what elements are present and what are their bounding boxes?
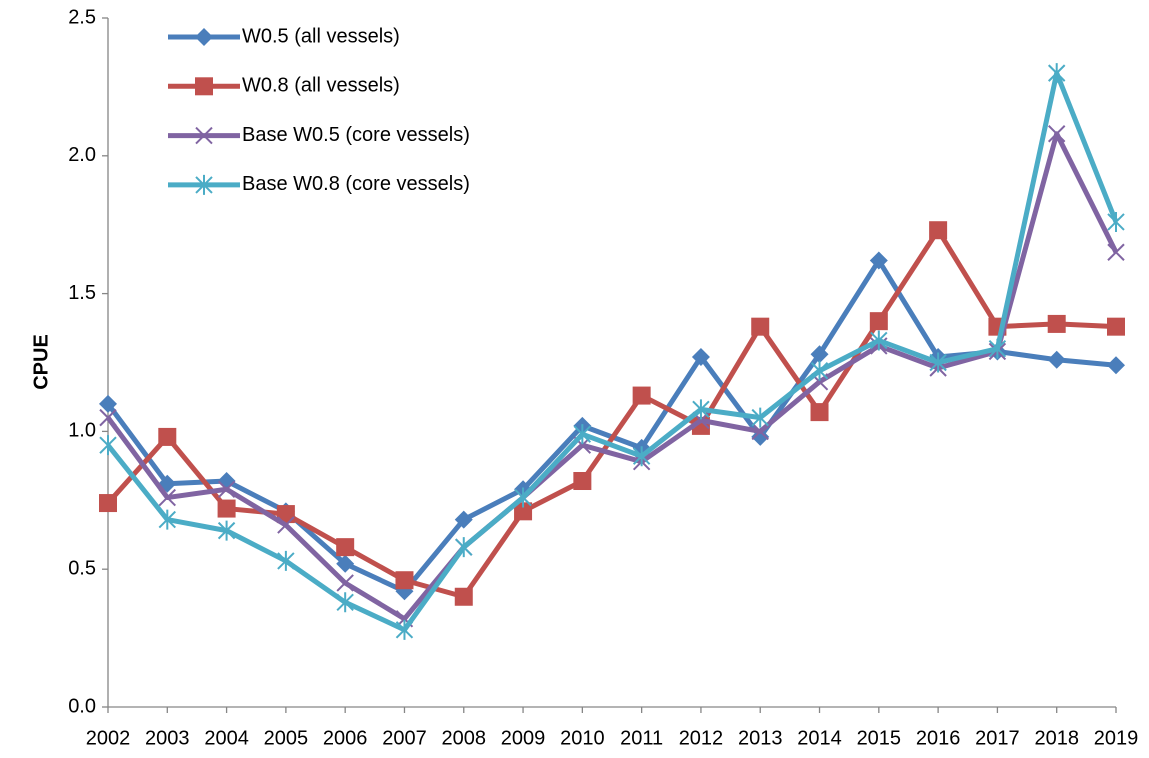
series-line bbox=[105, 258, 1117, 594]
x-tick-label: 2005 bbox=[264, 727, 309, 749]
legend-marker bbox=[195, 28, 213, 46]
data-point bbox=[158, 488, 177, 507]
legend-label: W0.8 (all vessels) bbox=[242, 75, 400, 97]
data-point bbox=[217, 520, 236, 541]
data-point bbox=[217, 499, 236, 518]
data-point bbox=[1047, 350, 1066, 369]
data-point bbox=[810, 403, 829, 422]
x-tick-label: 2015 bbox=[857, 727, 902, 749]
data-point bbox=[99, 408, 117, 427]
y-tick-label: 1.5 bbox=[68, 282, 96, 304]
y-tick-label: 2.5 bbox=[68, 6, 96, 28]
x-tick-label: 2006 bbox=[323, 727, 368, 749]
data-point bbox=[514, 487, 532, 508]
legend-marker bbox=[195, 174, 213, 195]
x-tick-label: 2014 bbox=[797, 727, 842, 749]
data-point bbox=[455, 537, 473, 558]
data-point bbox=[454, 587, 473, 606]
data-point bbox=[276, 505, 295, 524]
data-point bbox=[751, 317, 770, 336]
data-point bbox=[573, 424, 592, 445]
data-point bbox=[870, 330, 888, 351]
series-line bbox=[106, 70, 1119, 633]
data-point bbox=[336, 554, 355, 573]
data-point bbox=[810, 345, 829, 364]
x-tick-label: 2008 bbox=[442, 727, 487, 749]
data-point bbox=[514, 502, 533, 521]
data-point bbox=[99, 435, 117, 456]
y-tick-label: 2.0 bbox=[68, 144, 96, 166]
data-point bbox=[1107, 356, 1125, 375]
data-point bbox=[1107, 211, 1125, 232]
data-point bbox=[158, 509, 177, 530]
x-tick-label: 2009 bbox=[501, 727, 546, 749]
data-point bbox=[395, 619, 414, 640]
legend-marker bbox=[195, 126, 213, 145]
data-point bbox=[336, 574, 354, 592]
x-tick-label: 2004 bbox=[204, 727, 249, 749]
series-line bbox=[105, 131, 1119, 622]
x-tick-label: 2010 bbox=[560, 727, 605, 749]
data-point bbox=[1107, 317, 1125, 336]
series-line bbox=[106, 227, 1117, 600]
y-tick-label: 1.0 bbox=[68, 420, 96, 442]
data-point bbox=[1048, 63, 1066, 84]
x-tick-label: 2002 bbox=[86, 727, 131, 749]
data-point bbox=[1048, 125, 1066, 143]
legend-marker bbox=[195, 77, 213, 96]
data-point bbox=[632, 386, 651, 405]
data-point bbox=[336, 538, 355, 557]
x-tick-label: 2011 bbox=[620, 727, 663, 749]
data-point bbox=[751, 422, 769, 441]
data-point bbox=[869, 312, 888, 331]
x-tick-label: 2007 bbox=[382, 727, 427, 749]
y-axis-label: CPUE bbox=[30, 334, 52, 390]
legend-label: Base W0.5 (core vessels) bbox=[242, 124, 470, 146]
data-point bbox=[1107, 243, 1125, 261]
data-point bbox=[691, 347, 710, 366]
data-point bbox=[277, 550, 295, 571]
data-point bbox=[632, 446, 651, 467]
x-tick-label: 2019 bbox=[1094, 727, 1139, 749]
x-tick-label: 2016 bbox=[916, 727, 961, 749]
legend-label: Base W0.8 (core vessels) bbox=[242, 173, 470, 195]
data-point bbox=[810, 360, 829, 381]
data-point bbox=[988, 338, 1007, 359]
data-point bbox=[99, 394, 117, 413]
data-point bbox=[692, 399, 710, 420]
data-point bbox=[395, 571, 414, 590]
data-point bbox=[336, 592, 354, 613]
data-point bbox=[869, 251, 888, 270]
y-tick-label: 0.5 bbox=[68, 557, 96, 579]
data-point bbox=[751, 407, 769, 428]
data-point bbox=[573, 472, 592, 491]
x-tick-label: 2013 bbox=[738, 727, 783, 749]
x-tick-label: 2012 bbox=[679, 727, 724, 749]
x-tick-label: 2003 bbox=[145, 727, 190, 749]
data-point bbox=[929, 221, 948, 240]
data-point bbox=[99, 494, 117, 513]
data-point bbox=[217, 480, 236, 498]
data-point bbox=[929, 352, 947, 373]
x-tick-label: 2017 bbox=[975, 727, 1020, 749]
data-point bbox=[277, 516, 295, 534]
y-tick-label: 0.0 bbox=[68, 695, 96, 717]
legend-label: W0.5 (all vessels) bbox=[242, 25, 400, 47]
x-tick-label: 2018 bbox=[1034, 727, 1079, 749]
data-point bbox=[1047, 314, 1066, 333]
data-point bbox=[158, 427, 177, 446]
data-point bbox=[454, 510, 473, 529]
